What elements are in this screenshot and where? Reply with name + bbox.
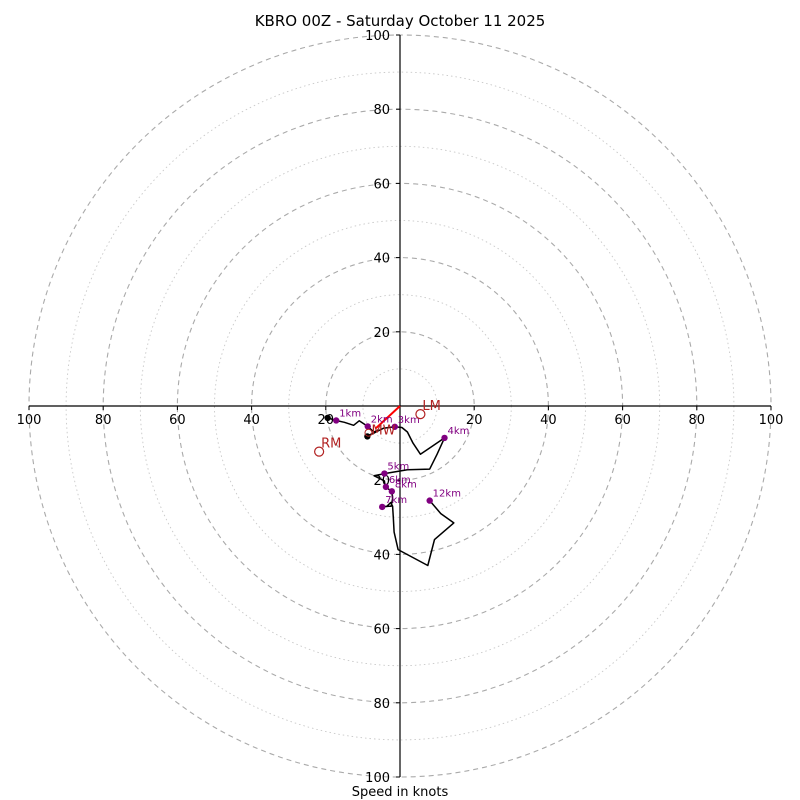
x-tick-label: 20 xyxy=(318,413,335,428)
x-tick-label: 20 xyxy=(466,413,483,428)
height-marker-2km xyxy=(364,423,371,430)
tick-labels: 100 80 60 40 20 20 40 60 80 100100806040202040608… xyxy=(17,29,784,786)
y-tick-label: 60 xyxy=(373,623,390,638)
height-marker-8km xyxy=(388,488,396,495)
height-label-12km: 12km xyxy=(433,489,461,500)
height-label-2km: 2km xyxy=(371,414,393,425)
height-label-7km: 7km xyxy=(385,495,407,506)
shear-vector-line xyxy=(375,405,401,429)
height-label-1km: 1km xyxy=(339,408,361,419)
x-tick-label: 60 xyxy=(169,413,186,428)
height-label-6km: 6km xyxy=(389,475,411,486)
storm-motion-markers: LM RM MW xyxy=(314,399,441,457)
mean-wind-label: MW xyxy=(371,424,395,439)
height-label-8km: 8km xyxy=(395,479,417,490)
y-tick-label: 40 xyxy=(373,252,390,267)
x-tick-label: 40 xyxy=(243,413,260,428)
y-tick-label: 60 xyxy=(373,177,390,192)
x-tick-label: 100 xyxy=(17,413,42,428)
height-marker-1km xyxy=(332,417,340,424)
y-tick-label: 20 xyxy=(373,326,390,341)
y-tick-label: 100 xyxy=(365,771,390,786)
y-tick-label: 80 xyxy=(373,103,390,118)
chart-title: KBRO 00Z - Saturday October 11 2025 xyxy=(255,12,546,30)
x-axis-label: Speed in knots xyxy=(352,785,449,800)
y-tick-label: 80 xyxy=(373,697,390,712)
height-label-4km: 4km xyxy=(448,426,470,437)
height-label-5km: 5km xyxy=(387,462,409,473)
y-tick-label: 40 xyxy=(373,548,390,563)
storm-motion-rm-label: RM xyxy=(321,437,341,452)
x-tick-label: 100 xyxy=(759,413,784,428)
hodograph-trace-line xyxy=(327,417,455,567)
height-marker-6km xyxy=(382,483,390,491)
x-tick-label: 80 xyxy=(689,413,706,428)
x-tick-label: 60 xyxy=(614,413,631,428)
x-tick-label: 40 xyxy=(540,413,557,428)
trace-point xyxy=(324,414,331,422)
x-tick-label: 80 xyxy=(95,413,112,428)
hodograph-series xyxy=(327,405,455,567)
y-tick-label: 100 xyxy=(365,29,390,44)
height-marker-12km xyxy=(426,497,433,504)
height-marker-5km xyxy=(381,470,388,477)
height-label-3km: 3km xyxy=(398,415,420,426)
storm-motion-rm-marker xyxy=(314,446,325,457)
height-marker-7km xyxy=(378,503,386,511)
height-marker-3km xyxy=(391,423,399,430)
storm-motion-lm-marker xyxy=(415,409,426,420)
height-marker-4km xyxy=(441,434,448,442)
storm-motion-lm-label: LM xyxy=(422,399,440,414)
mean-wind-marker xyxy=(364,428,373,437)
